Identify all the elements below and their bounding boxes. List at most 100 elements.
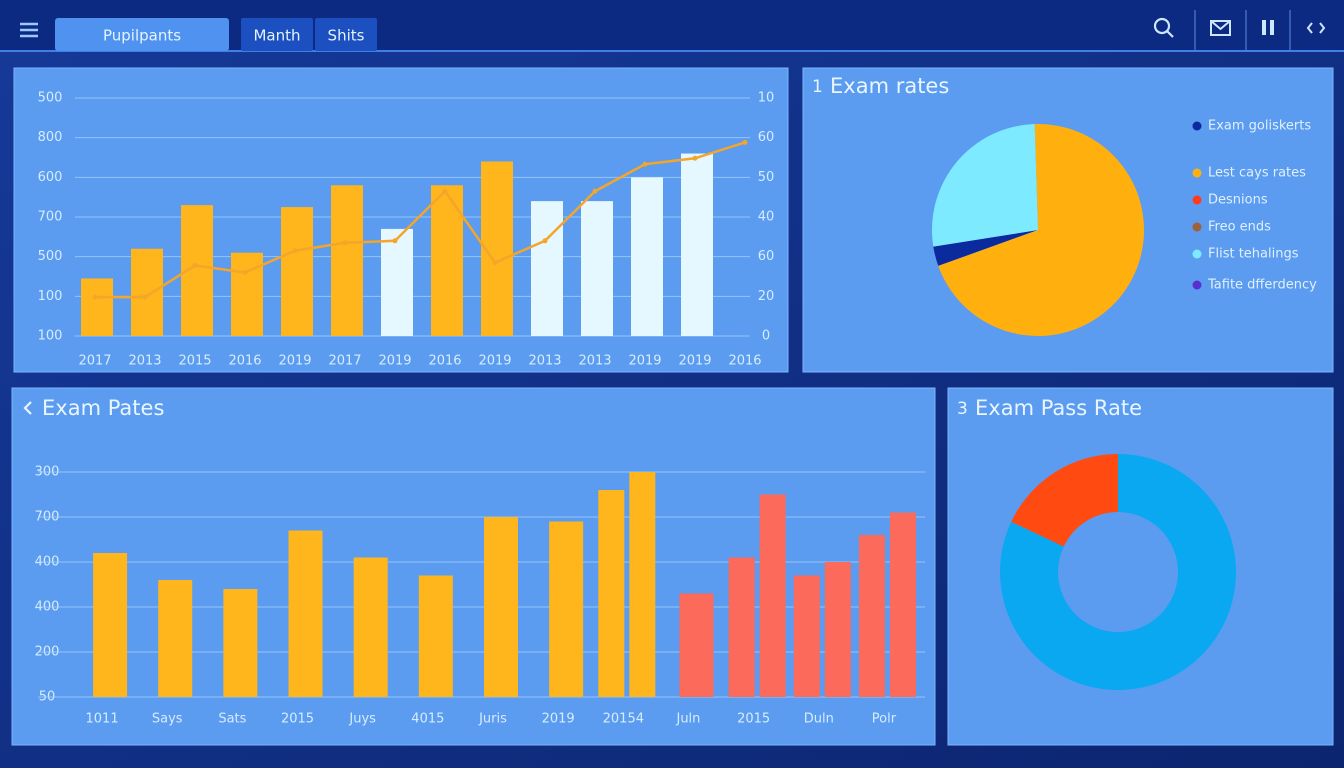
legend-label: Exam goliskerts xyxy=(1208,119,1311,134)
line-point xyxy=(692,155,698,161)
bar xyxy=(629,472,656,697)
x-tick-label: 2016 xyxy=(228,354,261,369)
bar xyxy=(484,517,518,697)
x-tick-label: 2017 xyxy=(78,354,111,369)
bar xyxy=(331,185,363,336)
pie-slice xyxy=(938,124,1144,336)
legend-swatch xyxy=(1192,280,1202,290)
tab[interactable] xyxy=(241,18,313,51)
bar xyxy=(281,207,313,336)
bar xyxy=(858,535,885,697)
x-tick-label: 2019 xyxy=(478,354,511,369)
x-tick-label: 2013 xyxy=(128,354,161,369)
line-point xyxy=(192,262,198,268)
x-tick-label: 2019 xyxy=(678,354,711,369)
pie-slice xyxy=(932,124,1038,247)
y2-tick-label: 0 xyxy=(762,329,770,344)
line-point xyxy=(342,240,348,246)
x-tick-label: 1011 xyxy=(86,712,119,727)
bar xyxy=(288,530,323,697)
bar xyxy=(728,557,755,697)
y2-tick-label: 10 xyxy=(758,91,775,106)
x-tick-label: Duln xyxy=(804,712,834,727)
chart-title: Exam Pass Rate xyxy=(975,396,1142,420)
tab-label[interactable]: Pupilpants xyxy=(103,27,181,45)
tab-label[interactable]: Manth xyxy=(253,27,300,45)
menu-icon[interactable] xyxy=(20,22,38,38)
x-tick-label: 2017 xyxy=(328,354,361,369)
y-tick-label: 600 xyxy=(38,170,63,185)
line-point xyxy=(292,248,298,254)
x-tick-label: 2019 xyxy=(378,354,411,369)
legend-swatch xyxy=(1192,249,1202,259)
bar xyxy=(824,562,851,697)
x-tick-label: 2019 xyxy=(628,354,661,369)
line-point xyxy=(642,161,648,167)
line-point xyxy=(542,238,548,244)
legend-swatch xyxy=(1192,195,1202,205)
y-tick-label: 500 xyxy=(38,91,63,106)
x-tick-label: 2016 xyxy=(728,354,761,369)
line-point xyxy=(492,260,498,266)
y2-tick-label: 60 xyxy=(758,130,775,145)
x-tick-label: Juln xyxy=(675,712,700,727)
mail-icon[interactable] xyxy=(1210,20,1231,36)
bar xyxy=(158,580,193,697)
tab-active[interactable] xyxy=(55,18,229,51)
bar xyxy=(223,589,258,697)
y-tick-label: 100 xyxy=(38,329,63,344)
line-point xyxy=(242,270,248,276)
legend-label: Tafite dfferdency xyxy=(1207,278,1317,293)
x-tick-label: 4015 xyxy=(411,712,444,727)
bar xyxy=(418,575,453,697)
x-tick-label: Says xyxy=(152,712,183,727)
legend-label: Lest cays rates xyxy=(1208,166,1306,181)
tab[interactable] xyxy=(315,18,377,51)
legend-swatch xyxy=(1192,121,1202,131)
bar xyxy=(231,252,263,336)
search-icon[interactable] xyxy=(1153,17,1174,38)
line-point xyxy=(592,188,598,194)
panel-badge: 1 xyxy=(812,77,823,97)
y-tick-label: 500 xyxy=(38,249,63,264)
tab-label[interactable]: Shits xyxy=(328,27,365,45)
line-point xyxy=(142,294,148,300)
x-tick-label: Juris xyxy=(478,712,507,727)
donut-slice xyxy=(1000,454,1236,690)
pie-slice xyxy=(933,230,1038,266)
bar xyxy=(431,185,463,336)
bar xyxy=(531,201,563,336)
x-tick-label: Polr xyxy=(872,712,897,727)
pause-icon[interactable] xyxy=(1262,20,1274,35)
x-tick-label: 2013 xyxy=(578,354,611,369)
bar xyxy=(549,521,584,697)
line-series xyxy=(95,141,746,299)
legend-label: Desnions xyxy=(1208,193,1268,208)
line-point xyxy=(742,139,748,145)
chart-title: Exam rates xyxy=(830,74,949,98)
y2-tick-label: 40 xyxy=(758,210,775,225)
y-tick-label: 100 xyxy=(38,289,63,304)
line-point xyxy=(92,294,98,300)
x-tick-label: Juys xyxy=(348,712,376,727)
back-icon[interactable] xyxy=(23,401,32,415)
x-tick-label: 2013 xyxy=(528,354,561,369)
code-icon[interactable] xyxy=(1306,22,1326,34)
donut-slice xyxy=(1011,454,1118,547)
line-point xyxy=(392,238,398,244)
bar xyxy=(81,278,113,336)
bar xyxy=(353,557,388,697)
bar xyxy=(889,512,916,697)
chart-title: Exam Pates xyxy=(42,396,164,420)
bar xyxy=(581,201,613,336)
x-tick-label: 20154 xyxy=(603,712,644,727)
y2-tick-label: 60 xyxy=(758,249,775,264)
y2-tick-label: 50 xyxy=(758,170,775,185)
x-tick-label: 2019 xyxy=(278,354,311,369)
bar xyxy=(93,553,128,697)
bar xyxy=(131,248,163,336)
legend-swatch xyxy=(1192,168,1202,178)
x-tick-label: 2016 xyxy=(428,354,461,369)
